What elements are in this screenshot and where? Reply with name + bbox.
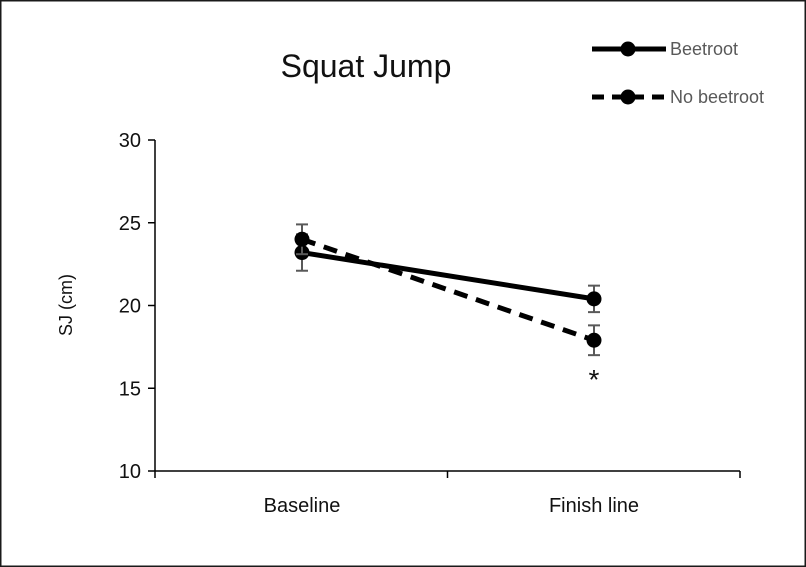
legend-swatch-marker [620,89,636,105]
chart-title: Squat Jump [281,48,452,84]
significance-marker: * [589,364,600,395]
legend-swatch-marker [620,41,636,57]
legend-item: Beetroot [592,39,738,59]
y-tick-label: 25 [119,213,141,235]
legend-label: Beetroot [670,39,738,59]
legend-label: No beetroot [670,87,764,107]
y-tick-label: 30 [119,130,141,152]
legend-item: No beetroot [592,87,764,107]
annotations: * [589,364,600,395]
y-axis-label: SJ (cm) [56,274,76,336]
data-point [294,231,310,247]
y-tick-label: 20 [119,296,141,318]
series-line [301,250,595,302]
series-no-beetroot [294,223,602,357]
data-point [586,332,602,348]
series-line [301,236,595,343]
data-point [586,291,602,307]
legend: Beetroot No beetroot [592,39,764,107]
x-ticks: Baseline Finish line [154,471,741,517]
y-ticks: 10 15 20 25 30 [119,130,155,483]
y-tick-label: 15 [119,378,141,400]
x-tick-label: Baseline [264,495,341,517]
x-tick-label: Finish line [549,495,639,517]
series-layer [294,223,602,357]
y-tick-label: 10 [119,461,141,483]
